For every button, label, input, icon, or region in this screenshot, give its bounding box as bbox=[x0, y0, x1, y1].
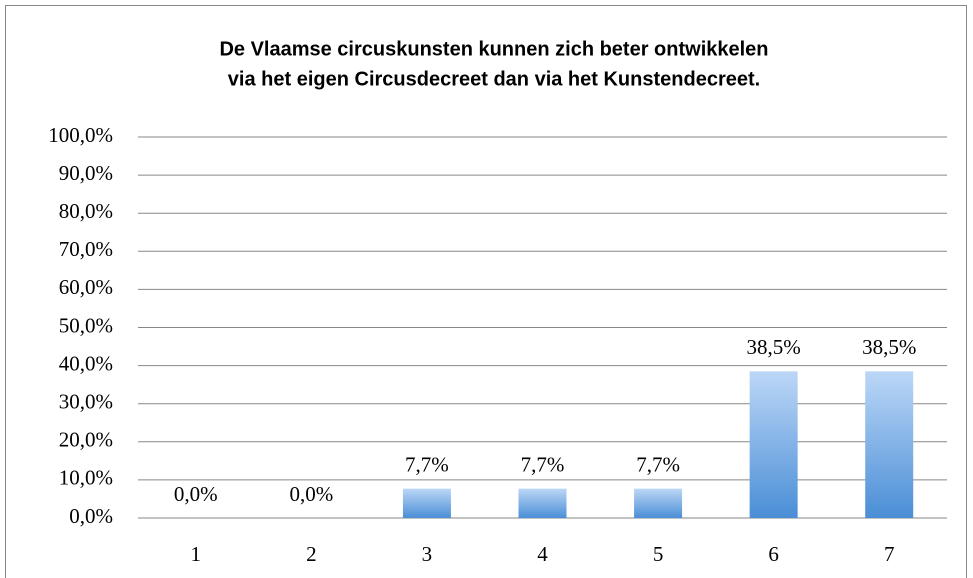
value-label: 38,5% bbox=[747, 335, 801, 359]
value-label: 0,0% bbox=[174, 482, 218, 506]
y-tick-label: 40,0% bbox=[59, 351, 113, 375]
y-tick-label: 20,0% bbox=[59, 428, 113, 452]
y-tick-label: 90,0% bbox=[59, 161, 113, 185]
x-tick-label: 2 bbox=[306, 542, 317, 566]
y-tick-label: 10,0% bbox=[59, 466, 113, 490]
value-label: 7,7% bbox=[636, 452, 680, 476]
x-tick-label: 6 bbox=[768, 542, 779, 566]
bar bbox=[865, 371, 914, 518]
bar bbox=[634, 488, 683, 518]
x-tick-label: 3 bbox=[422, 542, 433, 566]
value-label: 38,5% bbox=[862, 335, 916, 359]
value-label: 7,7% bbox=[521, 452, 565, 476]
chart-title: De Vlaamse circuskunsten kunnen zich bet… bbox=[219, 38, 768, 60]
y-tick-label: 60,0% bbox=[59, 275, 113, 299]
y-tick-label: 80,0% bbox=[59, 199, 113, 223]
x-tick-label: 1 bbox=[191, 542, 202, 566]
bar bbox=[402, 488, 451, 518]
bar bbox=[518, 488, 567, 518]
chart-title: via het eigen Circusdecreet dan via het … bbox=[228, 68, 760, 90]
x-tick-label: 7 bbox=[884, 542, 895, 566]
y-tick-label: 50,0% bbox=[59, 313, 113, 337]
y-tick-label: 70,0% bbox=[59, 237, 113, 261]
y-tick-label: 30,0% bbox=[59, 390, 113, 414]
y-tick-label: 100,0% bbox=[48, 123, 113, 147]
bar bbox=[749, 371, 798, 518]
value-label: 0,0% bbox=[289, 482, 333, 506]
chart-frame bbox=[5, 5, 967, 578]
x-tick-label: 4 bbox=[537, 542, 548, 566]
value-label: 7,7% bbox=[405, 452, 449, 476]
y-tick-label: 0,0% bbox=[69, 504, 113, 528]
x-tick-label: 5 bbox=[653, 542, 664, 566]
